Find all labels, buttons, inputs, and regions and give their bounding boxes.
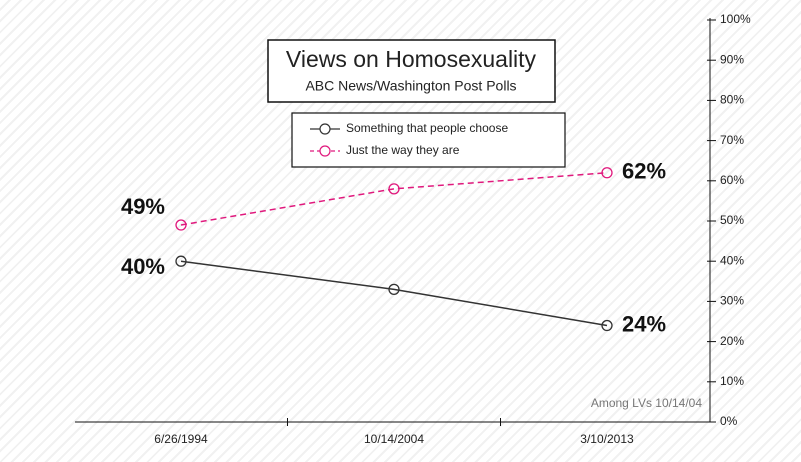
y-tick-label: 80% (720, 93, 744, 107)
data-point (175, 255, 187, 267)
y-tick-label: 30% (720, 294, 744, 308)
data-point (601, 167, 613, 179)
series-line (180, 260, 608, 327)
y-tick-label: 50% (720, 213, 744, 227)
data-point (601, 319, 613, 332)
x-tick-label: 3/10/2013 (580, 432, 634, 446)
series-line (180, 172, 608, 226)
y-tick-label: 10% (720, 374, 744, 388)
y-tick-label: 90% (720, 52, 744, 66)
legend-marker (319, 145, 331, 157)
legend-marker (319, 123, 331, 135)
data-point (175, 219, 187, 231)
value-label: 49% (121, 194, 165, 219)
title-box (267, 39, 556, 103)
y-tick-label: 100% (720, 12, 751, 26)
value-label: 40% (121, 254, 165, 279)
y-tick-label: 70% (720, 133, 744, 147)
y-tick-label: 60% (720, 173, 744, 187)
x-tick-label: 6/26/1994 (154, 432, 208, 446)
x-tick-label: 10/14/2004 (364, 432, 424, 446)
y-tick-label: 20% (720, 334, 744, 348)
value-label: 62% (622, 159, 666, 184)
chart-subtitle: ABC News/Washington Post Polls (305, 78, 516, 94)
value-label: 24% (622, 311, 666, 336)
legend-box (291, 112, 566, 168)
y-tick-label: 40% (720, 253, 744, 267)
data-point (388, 283, 400, 295)
chart-title: Views on Homosexuality (286, 46, 537, 72)
legend-label: Something that people choose (346, 121, 508, 135)
y-tick-label: 0% (720, 414, 738, 428)
annotation: Among LVs 10/14/04 (591, 396, 703, 410)
data-point (388, 183, 400, 195)
legend-label: Just the way they are (346, 143, 460, 157)
